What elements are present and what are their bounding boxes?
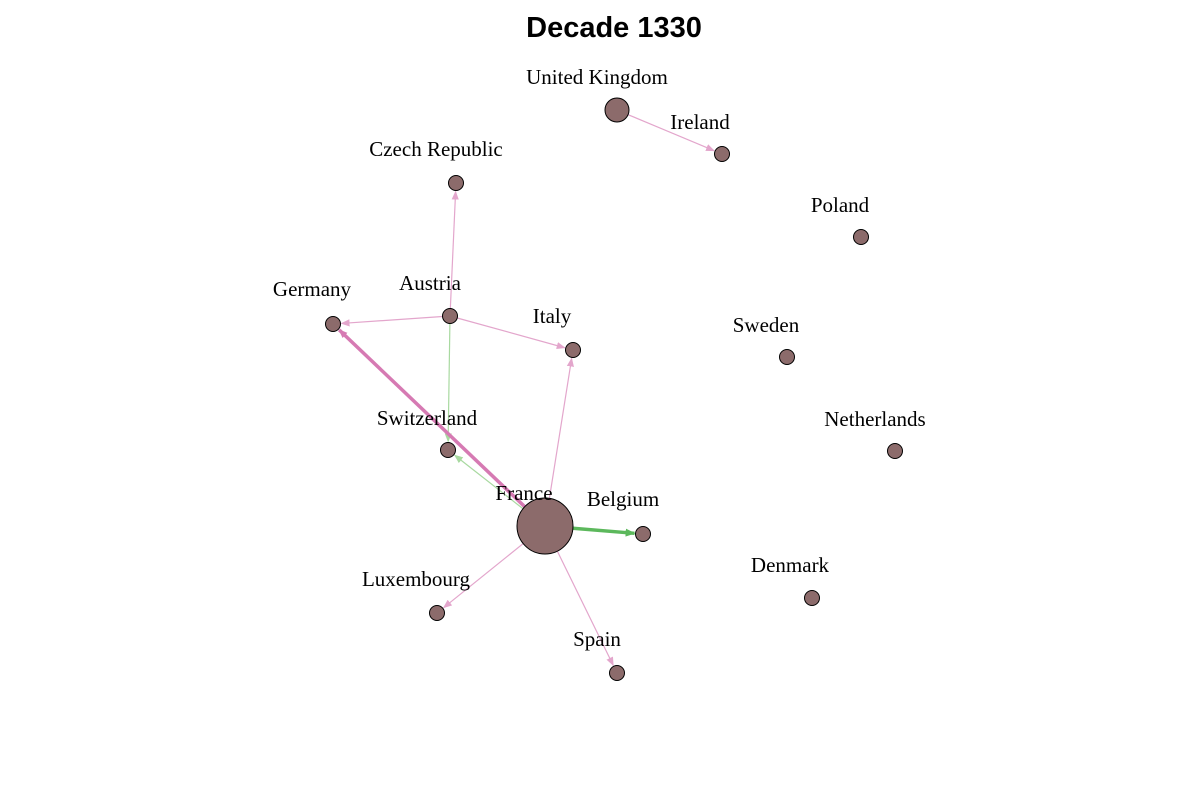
node-label-italy: Italy bbox=[533, 304, 572, 328]
node-label-germany: Germany bbox=[273, 277, 352, 301]
node-label-sweden: Sweden bbox=[733, 313, 800, 337]
node-label-austria: Austria bbox=[399, 271, 462, 295]
node-circle-germany bbox=[325, 316, 341, 332]
node-switzerland: Switzerland bbox=[377, 406, 478, 458]
node-label-spain: Spain bbox=[573, 627, 621, 651]
node-circle-sweden bbox=[779, 349, 795, 365]
node-poland: Poland bbox=[811, 193, 870, 245]
edge-austria-to-germany bbox=[340, 315, 443, 327]
node-label-czech-republic: Czech Republic bbox=[369, 137, 503, 161]
node-circle-belgium bbox=[635, 526, 651, 542]
node-circle-united-kingdom bbox=[604, 97, 630, 123]
edge-france-to-switzerland bbox=[453, 454, 524, 510]
node-netherlands: Netherlands bbox=[824, 407, 926, 459]
node-denmark: Denmark bbox=[751, 553, 830, 606]
node-circle-ireland bbox=[714, 146, 730, 162]
node-circle-poland bbox=[853, 229, 869, 245]
node-austria: Austria bbox=[399, 271, 462, 324]
node-label-ireland: Ireland bbox=[670, 110, 730, 134]
edge-france-to-luxembourg bbox=[442, 543, 524, 609]
node-spain: Spain bbox=[573, 627, 625, 681]
node-label-poland: Poland bbox=[811, 193, 870, 217]
node-ireland: Ireland bbox=[670, 110, 730, 162]
node-circle-italy bbox=[565, 342, 581, 358]
node-circle-netherlands bbox=[887, 443, 903, 459]
node-label-united-kingdom: United Kingdom bbox=[526, 65, 668, 89]
edge-united-kingdom-to-ireland bbox=[627, 114, 715, 152]
node-label-france: France bbox=[495, 481, 552, 505]
edge-france-to-spain bbox=[556, 550, 614, 667]
node-circle-austria bbox=[442, 308, 458, 324]
node-label-switzerland: Switzerland bbox=[377, 406, 478, 430]
node-circle-france bbox=[516, 497, 574, 555]
edge-france-to-italy bbox=[548, 357, 574, 499]
chart-title: Decade 1330 bbox=[526, 12, 702, 44]
node-luxembourg: Luxembourg bbox=[362, 567, 471, 621]
edge-austria-to-italy bbox=[457, 317, 566, 350]
edge-austria-to-switzerland bbox=[444, 323, 452, 443]
edge-france-to-germany bbox=[337, 328, 526, 508]
edge-austria-to-czech-republic bbox=[449, 190, 459, 309]
node-circle-switzerland bbox=[440, 442, 456, 458]
node-italy: Italy bbox=[533, 304, 581, 358]
node-circle-czech-republic bbox=[448, 175, 464, 191]
node-germany: Germany bbox=[273, 277, 352, 332]
node-label-luxembourg: Luxembourg bbox=[362, 567, 471, 591]
node-sweden: Sweden bbox=[733, 313, 800, 365]
node-label-netherlands: Netherlands bbox=[824, 407, 925, 431]
edges-layer bbox=[337, 114, 715, 667]
node-belgium: Belgium bbox=[587, 487, 659, 542]
node-united-kingdom: United Kingdom bbox=[526, 65, 668, 123]
node-france: France bbox=[495, 481, 574, 555]
node-label-belgium: Belgium bbox=[587, 487, 659, 511]
node-czech-republic: Czech Republic bbox=[369, 137, 503, 191]
edge-france-to-belgium bbox=[572, 526, 636, 537]
node-label-denmark: Denmark bbox=[751, 553, 830, 577]
node-circle-denmark bbox=[804, 590, 820, 606]
node-circle-spain bbox=[609, 665, 625, 681]
node-circle-luxembourg bbox=[429, 605, 445, 621]
